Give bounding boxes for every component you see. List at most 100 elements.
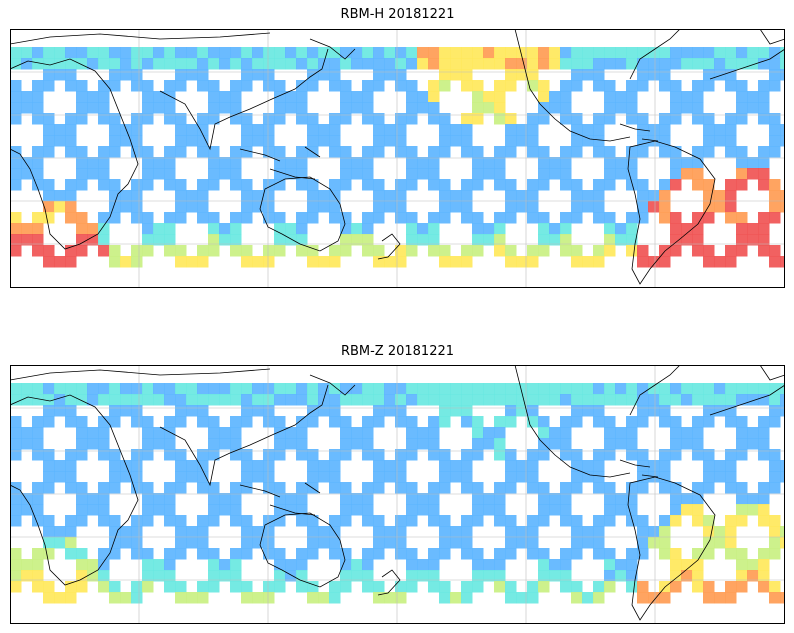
swath-cell — [615, 47, 627, 59]
swath-cell — [142, 168, 154, 180]
swath-cell — [626, 493, 638, 505]
swath-cell — [714, 135, 726, 147]
swath-cell — [76, 581, 88, 593]
swath-cell — [109, 124, 121, 136]
swath-cell — [450, 592, 462, 604]
swath-cell — [87, 47, 99, 59]
swath-cell — [164, 394, 176, 406]
swath-cell — [43, 146, 55, 158]
swath-cell — [560, 157, 572, 169]
swath-cell — [417, 438, 429, 450]
swath-cell — [725, 537, 737, 549]
swath-cell — [329, 146, 341, 158]
swath-cell — [714, 471, 726, 483]
swath-cell — [43, 256, 55, 268]
swath-cell — [516, 405, 528, 417]
swath-cell — [758, 394, 770, 406]
swath-cell — [76, 91, 88, 103]
swath-cell — [362, 416, 374, 428]
swath-cell — [362, 515, 374, 527]
swath-cell — [131, 449, 143, 461]
swath-cell — [65, 179, 77, 191]
swath-cell — [406, 113, 418, 125]
swath-cell — [417, 168, 429, 180]
map-frame — [10, 29, 785, 288]
swath-cell — [560, 91, 572, 103]
swath-cell — [681, 438, 693, 450]
swath-cell — [65, 256, 77, 268]
swath-cell — [164, 168, 176, 180]
swath-cell — [450, 135, 462, 147]
swath-cell — [362, 570, 374, 582]
swath-cell — [406, 179, 418, 191]
swath-cell — [714, 124, 726, 136]
swath-cell — [98, 482, 110, 494]
swath-cell — [758, 559, 770, 571]
swath-cell — [131, 394, 143, 406]
swath-cell — [384, 69, 396, 81]
swath-cell — [87, 438, 99, 450]
swath-cell — [274, 157, 286, 169]
swath-cell — [373, 146, 385, 158]
swath-cell — [780, 47, 785, 59]
swath-cell — [494, 427, 506, 439]
swath-cell — [109, 405, 121, 417]
swath-cell — [362, 212, 374, 224]
swath-cell — [758, 548, 770, 560]
swath-cell — [263, 383, 275, 395]
swath-cell — [769, 212, 781, 224]
swath-cell — [142, 234, 154, 246]
swath-cell — [560, 394, 572, 406]
swath-cell — [714, 537, 726, 549]
swath-cell — [307, 80, 319, 92]
swath-cell — [296, 146, 308, 158]
swath-cell — [362, 394, 374, 406]
swath-cell — [241, 135, 253, 147]
swath-cell — [472, 91, 484, 103]
swath-cell — [362, 581, 374, 593]
swath-cell — [703, 47, 715, 59]
swath-cell — [461, 256, 473, 268]
swath-cell — [230, 570, 242, 582]
swath-cell — [285, 47, 297, 59]
swath-cell — [76, 168, 88, 180]
swath-cell — [208, 234, 220, 246]
swath-cell — [582, 135, 594, 147]
swath-cell — [230, 515, 242, 527]
swath-cell — [681, 570, 693, 582]
swath-cell — [692, 113, 704, 125]
swath-cell — [736, 383, 748, 395]
swath-cell — [516, 256, 528, 268]
swath-cell — [351, 223, 363, 235]
swath-cell — [153, 559, 165, 571]
swath-cell — [87, 570, 99, 582]
swath-cell — [109, 416, 121, 428]
swath-cell — [505, 179, 517, 191]
swath-cell — [32, 245, 44, 257]
swath-cell — [725, 526, 737, 538]
swath-cells — [10, 47, 785, 268]
swath-cell — [164, 146, 176, 158]
swath-cell — [296, 559, 308, 571]
swath-cell — [560, 570, 572, 582]
swath-cell — [626, 449, 638, 461]
swath-cell — [340, 416, 352, 428]
swath-cell — [659, 548, 671, 560]
swath-cell — [252, 135, 264, 147]
swath-cell — [98, 168, 110, 180]
swath-cell — [681, 47, 693, 59]
coastline — [627, 476, 716, 621]
swath-cell — [714, 592, 726, 604]
swath-cell — [142, 581, 154, 593]
swath-cell — [450, 47, 462, 59]
swath-cell — [384, 256, 396, 268]
swath-cell — [384, 405, 396, 417]
swath-cell — [560, 179, 572, 191]
swath-cell — [373, 190, 385, 202]
swath-cell — [252, 47, 264, 59]
swath-cell — [527, 245, 539, 257]
swath-cell — [615, 91, 627, 103]
swath-cell — [10, 47, 22, 59]
swath-cell — [461, 58, 473, 70]
swath-cell — [527, 124, 539, 136]
